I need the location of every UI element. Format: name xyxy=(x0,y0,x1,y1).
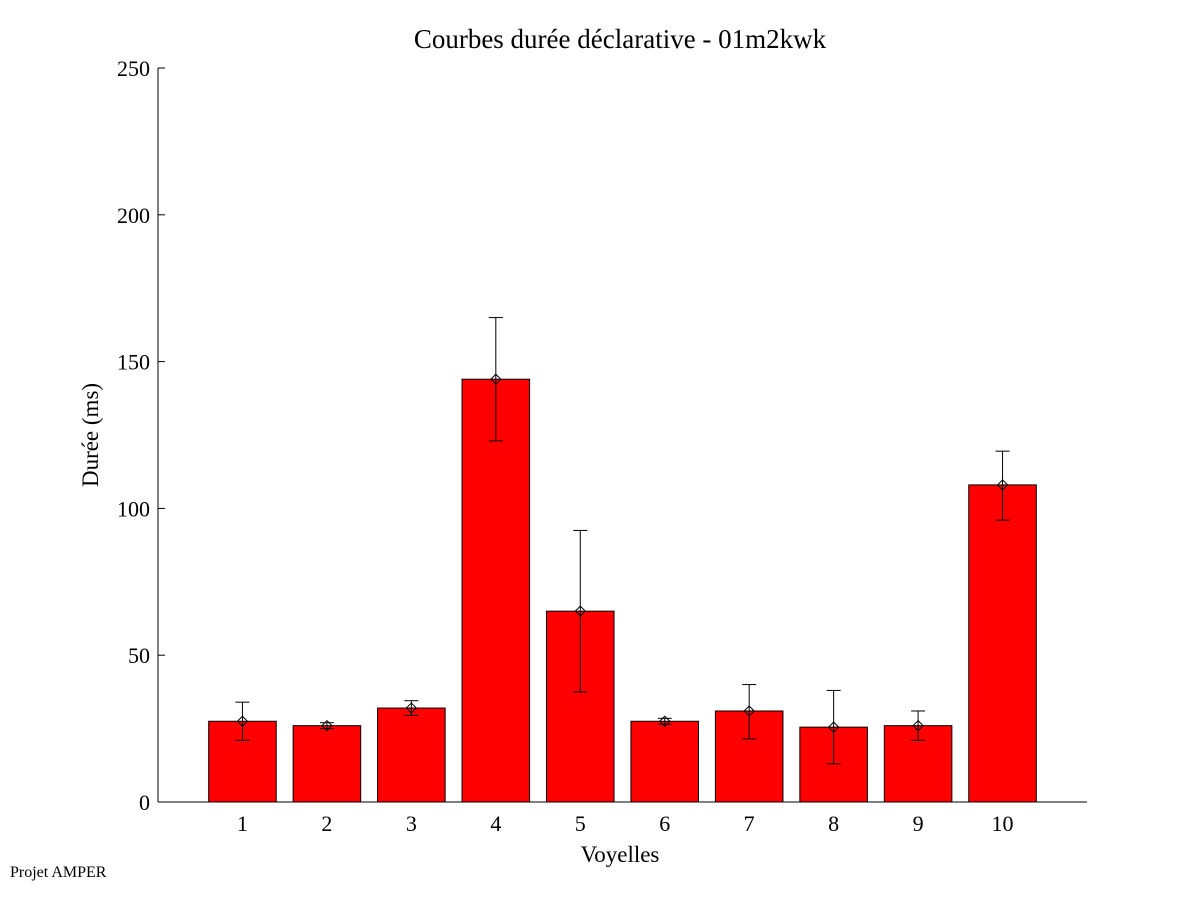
x-tick-label: 9 xyxy=(913,811,924,836)
y-tick-label: 100 xyxy=(117,496,150,521)
mean-marker xyxy=(490,373,502,385)
y-tick-label: 50 xyxy=(128,643,150,668)
x-tick-label: 10 xyxy=(992,811,1014,836)
mean-marker xyxy=(659,715,671,727)
mean-marker xyxy=(827,721,840,733)
mean-marker xyxy=(743,705,755,717)
mean-marker xyxy=(321,719,333,732)
bar xyxy=(968,484,1037,803)
bar xyxy=(630,720,700,803)
bar xyxy=(461,378,531,803)
x-tick-label: 4 xyxy=(490,811,501,836)
mean-marker xyxy=(912,719,924,732)
x-tick-label: 3 xyxy=(406,811,417,836)
mean-marker xyxy=(996,479,1009,491)
y-axis-label: Durée (ms) xyxy=(78,383,103,487)
mean-marker xyxy=(574,605,586,617)
y-tick-label: 250 xyxy=(117,56,150,81)
y-tick-label: 200 xyxy=(117,203,150,228)
mean-marker xyxy=(405,702,418,714)
x-tick-label: 6 xyxy=(659,811,670,836)
y-tick-label: 150 xyxy=(117,350,150,375)
x-axis-label: Voyelles xyxy=(581,842,660,867)
x-tick-label: 5 xyxy=(575,811,586,836)
chart-title: Courbes durée déclarative - 01m2kwk xyxy=(414,24,827,54)
plot-area: 0 50 100 150 200 250 1 2 3 4 5 6 7 8 9 10 xyxy=(117,56,1087,836)
x-tick-label: 7 xyxy=(744,811,755,836)
mean-marker xyxy=(236,715,249,727)
footer-credit: Projet AMPER xyxy=(10,864,107,881)
x-tick-label: 8 xyxy=(828,811,839,836)
y-tick-label: 0 xyxy=(139,790,150,815)
x-tick-label: 1 xyxy=(237,811,248,836)
x-tick-label: 2 xyxy=(321,811,332,836)
bar xyxy=(292,725,362,803)
bar xyxy=(377,707,446,803)
